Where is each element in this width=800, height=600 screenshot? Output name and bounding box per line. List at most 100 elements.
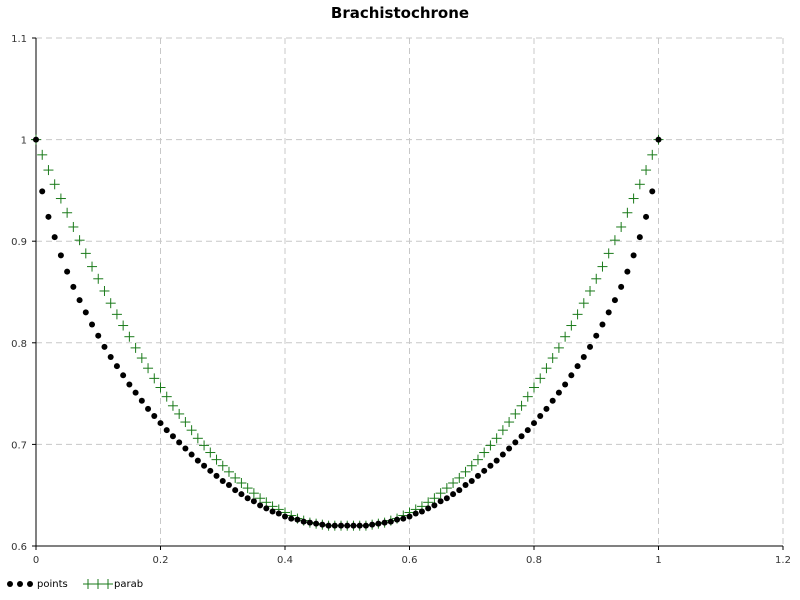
points-point — [543, 405, 550, 412]
parab-point — [111, 309, 122, 320]
parab-point — [454, 472, 465, 483]
points-point — [89, 321, 96, 328]
parab-point — [93, 273, 104, 284]
parab-point — [622, 207, 633, 218]
parab-point — [62, 207, 73, 218]
points-point — [350, 522, 357, 529]
points-point — [132, 389, 139, 396]
points-point — [244, 495, 251, 502]
parab-point — [479, 447, 490, 458]
parab-point — [136, 353, 147, 364]
points-point — [406, 513, 413, 520]
points-point — [157, 420, 164, 427]
points-point — [57, 252, 64, 259]
points-point — [313, 520, 320, 527]
parab-point — [118, 320, 129, 331]
parab-point — [217, 460, 228, 471]
points-point — [562, 381, 569, 388]
points-point — [300, 518, 307, 525]
points-point — [580, 354, 587, 361]
points-point — [107, 354, 114, 361]
y-tick-label: 0.8 — [11, 339, 27, 350]
parab-point — [647, 149, 658, 160]
points-point — [499, 451, 506, 458]
points-point — [369, 521, 376, 528]
parab-point — [472, 454, 483, 465]
points-point — [450, 491, 457, 498]
parab-point — [161, 391, 172, 402]
points-point — [250, 498, 257, 505]
x-tick-label: 1 — [655, 555, 661, 566]
series-points — [33, 136, 662, 529]
points-point — [468, 477, 475, 484]
points-point — [238, 491, 245, 498]
points-point — [95, 332, 102, 339]
parab-point — [192, 433, 203, 444]
points-point — [574, 363, 581, 370]
legend-dot — [27, 581, 33, 587]
parab-point — [230, 472, 241, 483]
points-point — [76, 297, 83, 304]
axes — [35, 38, 783, 547]
parab-point — [448, 478, 459, 489]
points-point — [394, 516, 401, 523]
points-point — [82, 309, 89, 316]
points-point — [537, 412, 544, 419]
parab-point — [591, 273, 602, 284]
points-point — [630, 252, 637, 259]
points-point — [257, 502, 264, 509]
parab-point — [149, 373, 160, 384]
parab-point — [167, 400, 178, 411]
parab-point — [641, 165, 652, 176]
parab-point — [199, 440, 210, 451]
parab-point — [255, 493, 266, 504]
points-point — [45, 213, 52, 220]
points-point — [151, 412, 158, 419]
points-point — [33, 136, 39, 143]
x-tick-label: 0.2 — [153, 555, 169, 566]
chart-title: Brachistochrone — [331, 4, 469, 22]
parab-point — [49, 179, 60, 190]
points-point — [425, 505, 432, 512]
points-point — [188, 451, 195, 458]
legend-dot — [17, 581, 23, 587]
points-point — [481, 467, 488, 474]
parab-point — [37, 149, 48, 160]
points-point — [518, 433, 525, 440]
points-point — [70, 283, 77, 290]
parab-point — [68, 221, 79, 232]
points-point — [219, 477, 226, 484]
parab-point — [466, 460, 477, 471]
points-point — [101, 343, 108, 350]
points-point — [493, 457, 500, 464]
points-point — [306, 519, 313, 526]
points-point — [474, 472, 481, 479]
points-point — [624, 268, 631, 275]
parab-point — [597, 261, 608, 272]
parab-point — [516, 400, 527, 411]
points-point — [225, 482, 232, 489]
parab-point — [180, 417, 191, 428]
parab-point — [504, 417, 515, 428]
points-point — [549, 397, 556, 404]
legend-points-label: points — [37, 579, 68, 590]
points-point — [418, 508, 425, 515]
points-point — [443, 495, 450, 502]
points-point — [649, 188, 656, 195]
points-point — [201, 462, 208, 469]
points-point — [213, 472, 220, 479]
parab-point — [87, 261, 98, 272]
parab-point — [80, 248, 91, 259]
parab-point — [585, 285, 596, 296]
points-point — [232, 487, 239, 494]
points-point — [431, 502, 438, 509]
points-point — [487, 462, 494, 469]
points-point — [344, 522, 351, 529]
parab-point — [572, 309, 583, 320]
parab-point — [485, 440, 496, 451]
parab-point — [43, 165, 54, 176]
points-point — [51, 234, 58, 241]
legend-plus — [83, 579, 93, 589]
parab-point — [578, 298, 589, 309]
parab-point — [242, 483, 253, 494]
